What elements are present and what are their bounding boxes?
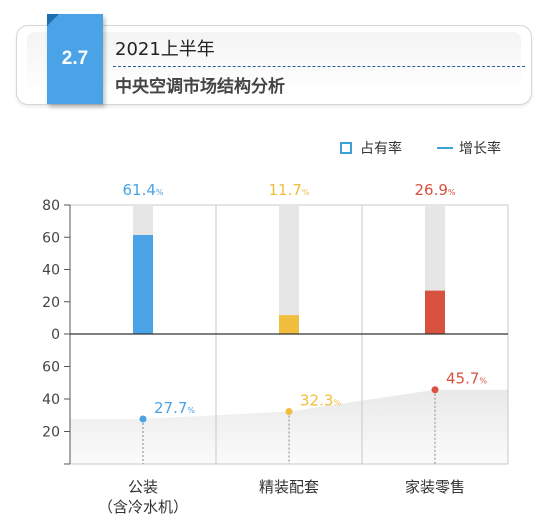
share-bar: [133, 234, 153, 334]
header-subtitle: 2021上半年: [115, 39, 215, 60]
header-divider: [113, 66, 525, 67]
growth-tick-label: 60: [42, 360, 60, 376]
legend-label-share: 占有率: [360, 141, 402, 157]
header-card-inner: [27, 32, 521, 96]
growth-tick-label: 40: [42, 392, 60, 408]
growth-point: [285, 408, 293, 416]
growth-data-label: 32.3%: [300, 392, 341, 410]
category-label: 家装零售: [405, 478, 465, 496]
legend-swatch-growth: [437, 147, 453, 149]
share-data-label: 26.9%: [414, 181, 455, 199]
section-number-badge: 2.7: [47, 14, 103, 104]
growth-point: [431, 386, 439, 394]
share-data-label: 61.4%: [122, 181, 163, 199]
growth-area: [70, 389, 508, 464]
growth-point: [139, 415, 147, 423]
share-tick-label: 80: [42, 198, 60, 214]
growth-data-label: 45.7%: [446, 370, 487, 388]
legend-label-growth: 增长率: [459, 141, 501, 157]
share-tick-label: 20: [42, 295, 60, 311]
share-tick-label: 40: [42, 263, 60, 279]
category-label: 公装: [128, 478, 158, 496]
badge-fold-corner: [47, 14, 59, 26]
legend-item-growth: 增长率: [437, 138, 501, 158]
legend-item-share: 占有率: [340, 138, 402, 158]
category-label: （含冷水机）: [98, 498, 188, 516]
category-label: 精装配套: [259, 478, 319, 496]
share-tick-label: 0: [51, 327, 60, 343]
share-bar-background: [279, 205, 299, 334]
growth-data-label: 27.7%: [154, 399, 195, 417]
page-title: 中央空调市场结构分析: [115, 77, 285, 97]
share-bar: [425, 290, 445, 334]
legend-swatch-share: [340, 142, 352, 154]
share-tick-label: 60: [42, 230, 60, 246]
share-data-label: 11.7%: [268, 181, 309, 199]
share-bar: [279, 315, 299, 334]
growth-tick-label: 20: [42, 425, 60, 441]
